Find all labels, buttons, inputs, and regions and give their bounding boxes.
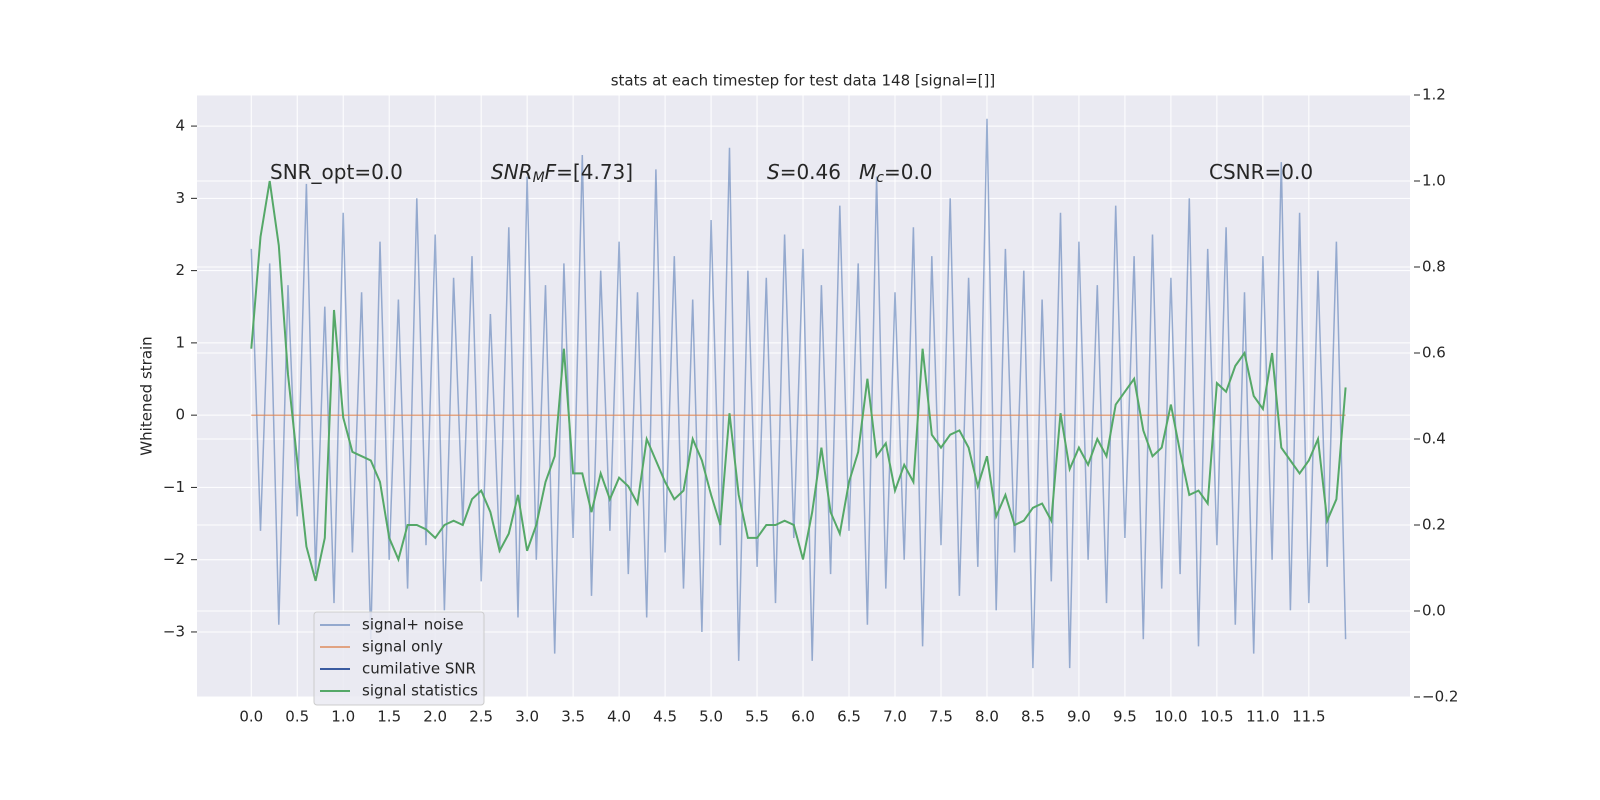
x-tick-label: 4.0 (607, 708, 631, 726)
x-tick-label: 11.0 (1246, 708, 1279, 726)
x-tick-label: 7.0 (883, 708, 907, 726)
y-tick-label: 2 (175, 261, 185, 279)
x-tick-label: 3.5 (561, 708, 585, 726)
y-tick-label: −2 (163, 550, 185, 568)
x-tick-label: 10.5 (1200, 708, 1233, 726)
x-tick-label: 3.0 (515, 708, 539, 726)
legend: signal+ noise signal only cumilative SNR si… (313, 611, 485, 706)
legend-label: cumilative SNR (362, 660, 476, 678)
annotation-part: CSNR=0.0 (1209, 160, 1313, 184)
series-line (250, 118, 1347, 669)
y-tick-label: 1 (175, 333, 185, 351)
annotation-part: c (876, 170, 884, 186)
y2-tick-label: 0.4 (1422, 430, 1446, 448)
y2-tick-label: 1.0 (1422, 172, 1446, 190)
chart-title: stats at each timestep for test data 148… (611, 72, 996, 90)
x-tick-label: 6.5 (837, 708, 861, 726)
annotation: Mc=0.0 (859, 160, 933, 187)
annotation: SNRMF=[4.73] (491, 160, 633, 187)
legend-box (313, 611, 485, 706)
y-tick-label: 0 (175, 406, 185, 424)
x-tick-label: 11.5 (1292, 708, 1325, 726)
y2-tick-label: 1.2 (1422, 86, 1446, 104)
x-tick-label: 1.5 (377, 708, 401, 726)
x-tick-label: 7.5 (929, 708, 953, 726)
annotation-part: M (533, 170, 545, 186)
x-tick-label: 10.0 (1154, 708, 1187, 726)
x-tick-label: 5.5 (745, 708, 769, 726)
y-axis-label: Whitened strain (138, 336, 156, 455)
y-tick-label: 3 (175, 189, 185, 207)
annotation-part: =0.0 (884, 160, 933, 184)
series-line (250, 180, 1347, 582)
x-tick-label: 8.0 (975, 708, 999, 726)
y2-tick-label: 0.2 (1422, 516, 1446, 534)
y2-tick-label: −0.2 (1422, 688, 1458, 706)
legend-label: signal only (362, 638, 443, 656)
legend-label: signal+ noise (362, 616, 464, 634)
annotation: S=0.46 (767, 160, 841, 184)
x-tick-label: 0.5 (285, 708, 309, 726)
y-tick-label: 4 (175, 117, 185, 135)
x-tick-label: 5.0 (699, 708, 723, 726)
x-tick-label: 0.0 (239, 708, 263, 726)
annotation-part: SNR (491, 160, 533, 184)
x-tick-label: 8.5 (1021, 708, 1045, 726)
y2-tick-label: 0.6 (1422, 344, 1446, 362)
annotation-part: =[4.73] (556, 160, 633, 184)
annotation-part: M (859, 160, 876, 184)
annotation: SNR_opt=0.0 (270, 160, 403, 184)
annotation-part: S (767, 160, 780, 184)
x-tick-label: 6.0 (791, 708, 815, 726)
y2-tick-label: 0.8 (1422, 258, 1446, 276)
y-tick-label: −3 (163, 622, 185, 640)
legend-label: signal statistics (362, 682, 478, 700)
annotation-part: F (545, 160, 557, 184)
annotation-part: SNR_opt=0.0 (270, 160, 403, 184)
y-tick-label: −1 (163, 478, 185, 496)
x-tick-label: 9.0 (1067, 708, 1091, 726)
annotation-part: =0.46 (780, 160, 841, 184)
x-tick-label: 4.5 (653, 708, 677, 726)
x-tick-label: 2.0 (423, 708, 447, 726)
x-tick-label: 2.5 (469, 708, 493, 726)
y2-tick-label: 0.0 (1422, 602, 1446, 620)
x-tick-label: 1.0 (331, 708, 355, 726)
x-tick-label: 9.5 (1113, 708, 1137, 726)
annotation: CSNR=0.0 (1209, 160, 1313, 184)
